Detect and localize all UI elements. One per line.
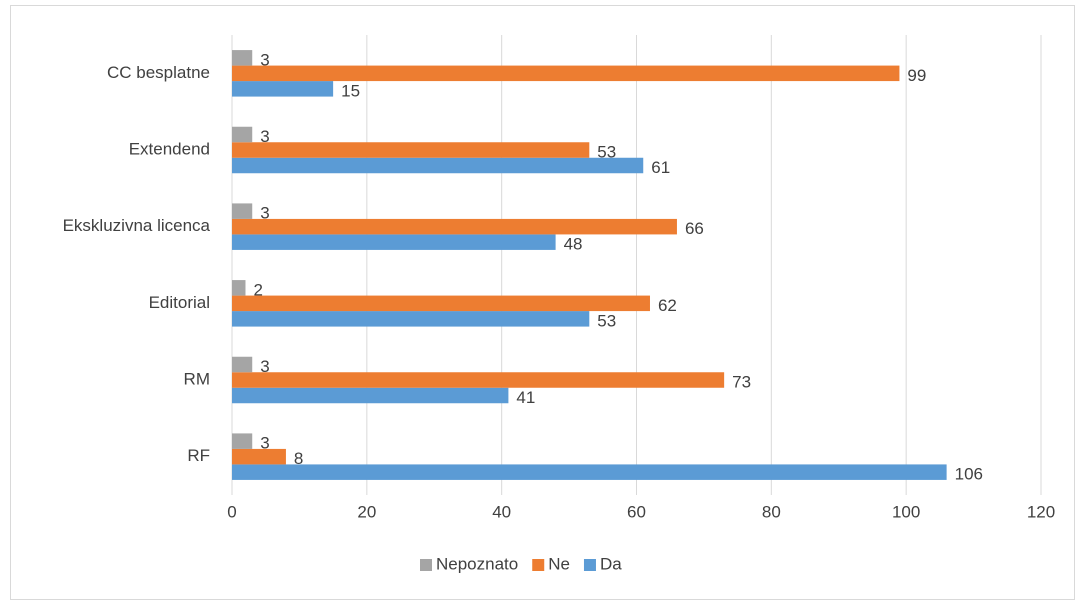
y-tick-label: RM bbox=[184, 369, 210, 388]
data-label: 48 bbox=[564, 235, 583, 254]
data-label: 3 bbox=[260, 127, 269, 146]
x-tick-label: 20 bbox=[357, 502, 376, 521]
data-label: 8 bbox=[294, 449, 303, 468]
legend-swatch bbox=[420, 559, 432, 571]
legend-label: Da bbox=[600, 554, 622, 573]
data-label: 15 bbox=[341, 81, 360, 100]
x-tick-label: 100 bbox=[892, 502, 920, 521]
bar bbox=[232, 311, 590, 327]
data-label: 62 bbox=[658, 296, 677, 315]
x-tick-label: 120 bbox=[1027, 502, 1055, 521]
bar bbox=[232, 157, 644, 174]
bar bbox=[232, 356, 253, 373]
data-label: 73 bbox=[732, 372, 751, 391]
legend-swatch bbox=[532, 559, 545, 571]
legend-label: Ne bbox=[548, 554, 570, 573]
legend-label: Nepoznato bbox=[436, 554, 518, 573]
legend-swatch bbox=[583, 559, 596, 571]
y-tick-label: RF bbox=[187, 446, 210, 465]
x-tick-label: 80 bbox=[762, 502, 781, 521]
y-tick-label: Extendend bbox=[129, 139, 210, 158]
data-label: 106 bbox=[955, 465, 983, 484]
bar bbox=[232, 433, 253, 449]
data-label: 53 bbox=[597, 142, 616, 161]
bar bbox=[232, 126, 253, 143]
y-tick-label: Ekskluzivna licenca bbox=[63, 216, 211, 235]
data-label: 3 bbox=[260, 357, 269, 376]
data-label: 66 bbox=[685, 219, 704, 238]
bar bbox=[232, 280, 246, 296]
bar bbox=[232, 372, 725, 388]
bar bbox=[232, 464, 947, 480]
bar bbox=[232, 218, 677, 235]
bar bbox=[232, 203, 253, 219]
data-label: 99 bbox=[907, 66, 926, 85]
data-label: 3 bbox=[260, 434, 269, 453]
y-tick-label: CC besplatne bbox=[107, 63, 210, 82]
data-label: 2 bbox=[253, 280, 262, 299]
bar bbox=[232, 448, 286, 465]
x-tick-label: 40 bbox=[492, 502, 511, 521]
data-label: 53 bbox=[597, 311, 616, 330]
bar bbox=[232, 234, 556, 250]
x-tick-label: 0 bbox=[227, 502, 236, 521]
data-label: 61 bbox=[651, 158, 670, 177]
bar bbox=[232, 65, 900, 82]
bar bbox=[232, 387, 509, 404]
bar bbox=[232, 295, 650, 312]
bar bbox=[232, 50, 253, 66]
data-label: 3 bbox=[260, 50, 269, 69]
bar bbox=[232, 142, 590, 158]
data-label: 3 bbox=[260, 204, 269, 223]
data-label: 41 bbox=[516, 388, 535, 407]
x-tick-label: 60 bbox=[627, 502, 646, 521]
bar bbox=[232, 81, 334, 97]
y-tick-label: Editorial bbox=[149, 293, 210, 312]
